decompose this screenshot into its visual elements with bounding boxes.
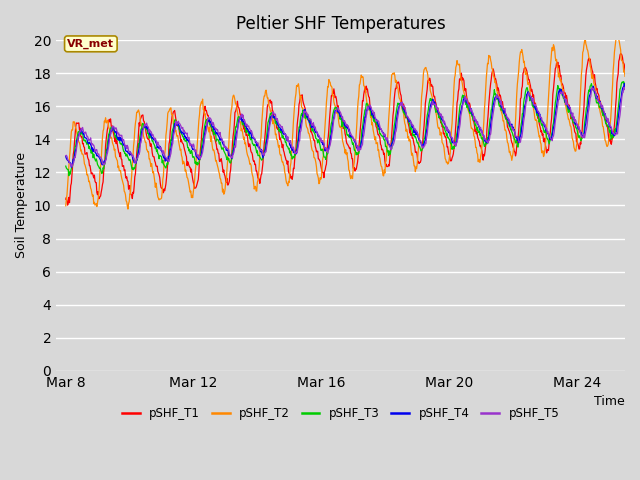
Text: VR_met: VR_met (67, 39, 115, 49)
Line: pSHF_T3: pSHF_T3 (66, 82, 625, 176)
pSHF_T2 (301, 112, 309, 118)
pSHF_T4 (62, 154, 70, 159)
Line: pSHF_T2: pSHF_T2 (66, 33, 625, 209)
pSHF_T3 (461, 96, 468, 102)
pSHF_T2 (621, 73, 629, 79)
Line: pSHF_T4: pSHF_T4 (66, 84, 625, 168)
pSHF_T4 (461, 95, 468, 100)
pSHF_T1 (208, 128, 216, 134)
pSHF_T2 (613, 30, 621, 36)
pSHF_T3 (301, 116, 309, 121)
pSHF_T3 (484, 135, 492, 141)
pSHF_T1 (621, 68, 629, 73)
pSHF_T2 (62, 203, 70, 209)
Line: pSHF_T1: pSHF_T1 (66, 53, 625, 205)
Legend: pSHF_T1, pSHF_T2, pSHF_T3, pSHF_T4, pSHF_T5: pSHF_T1, pSHF_T2, pSHF_T3, pSHF_T4, pSHF… (117, 402, 564, 424)
pSHF_T5 (545, 132, 553, 138)
pSHF_T4 (124, 148, 131, 154)
pSHF_T1 (461, 85, 468, 91)
pSHF_T4 (621, 81, 628, 86)
pSHF_T5 (301, 108, 309, 114)
X-axis label: Time: Time (595, 395, 625, 408)
pSHF_T4 (545, 134, 553, 140)
pSHF_T3 (621, 81, 629, 86)
pSHF_T2 (208, 141, 216, 146)
pSHF_T5 (484, 138, 492, 144)
pSHF_T4 (67, 165, 75, 170)
pSHF_T3 (620, 79, 628, 84)
pSHF_T5 (62, 153, 70, 158)
pSHF_T5 (461, 99, 468, 105)
pSHF_T1 (617, 50, 625, 56)
pSHF_T2 (484, 60, 492, 66)
pSHF_T3 (545, 141, 553, 147)
pSHF_T4 (484, 138, 492, 144)
Line: pSHF_T5: pSHF_T5 (66, 87, 625, 167)
pSHF_T3 (208, 125, 216, 131)
pSHF_T3 (62, 163, 70, 169)
pSHF_T2 (461, 92, 468, 97)
pSHF_T4 (621, 84, 629, 90)
Title: Peltier SHF Temperatures: Peltier SHF Temperatures (236, 15, 445, 33)
pSHF_T1 (545, 141, 553, 146)
pSHF_T3 (124, 153, 131, 158)
pSHF_T1 (124, 178, 131, 183)
pSHF_T2 (123, 199, 131, 204)
pSHF_T3 (65, 173, 73, 179)
pSHF_T5 (68, 164, 76, 170)
pSHF_T2 (124, 206, 132, 212)
pSHF_T2 (545, 84, 553, 90)
pSHF_T1 (301, 106, 309, 112)
pSHF_T1 (62, 196, 70, 202)
Y-axis label: Soil Temperature: Soil Temperature (15, 153, 28, 258)
pSHF_T5 (208, 120, 216, 126)
pSHF_T1 (64, 202, 72, 208)
pSHF_T1 (484, 120, 492, 125)
pSHF_T4 (208, 123, 216, 129)
pSHF_T5 (621, 84, 629, 90)
pSHF_T5 (124, 143, 131, 148)
pSHF_T4 (301, 107, 309, 113)
